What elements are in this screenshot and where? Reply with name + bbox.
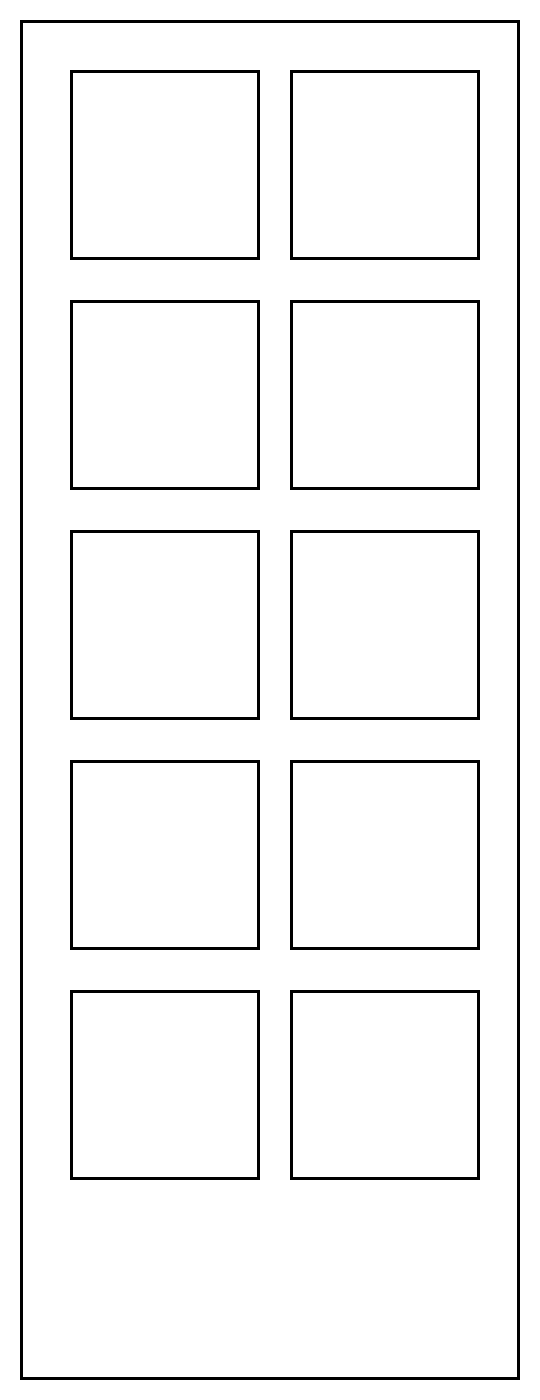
- grid-cell-3: [290, 300, 480, 490]
- grid-cell-8: [70, 990, 260, 1180]
- grid-cell-0: [70, 70, 260, 260]
- grid-cell-5: [290, 530, 480, 720]
- grid-cell-6: [70, 760, 260, 950]
- grid-cell-4: [70, 530, 260, 720]
- grid-cell-7: [290, 760, 480, 950]
- grid-cell-2: [70, 300, 260, 490]
- grid-cell-1: [290, 70, 480, 260]
- diagram-canvas: [0, 0, 540, 1400]
- grid-cell-9: [290, 990, 480, 1180]
